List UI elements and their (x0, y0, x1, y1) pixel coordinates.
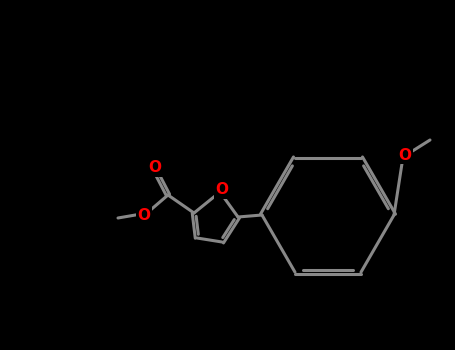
Text: O: O (216, 182, 228, 197)
Text: O: O (148, 161, 162, 175)
Text: O: O (399, 147, 411, 162)
Text: O: O (137, 208, 151, 223)
